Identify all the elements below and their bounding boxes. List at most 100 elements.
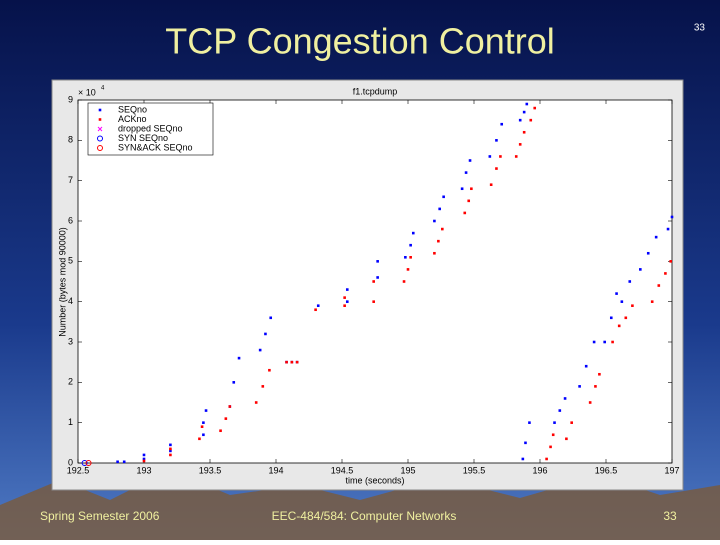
data-point: [584, 364, 588, 368]
data-point: [264, 332, 267, 336]
x-axis-label: time (seconds): [345, 475, 404, 485]
x-tick-label: 196.5: [595, 465, 618, 475]
data-point: [611, 340, 614, 344]
data-point: [563, 397, 567, 400]
plot-area: [77, 99, 673, 464]
data-point: [565, 437, 568, 441]
data-point: [463, 211, 467, 215]
data-point: [570, 421, 573, 424]
data-point: [228, 405, 232, 408]
legend-marker: [98, 118, 102, 121]
data-point: [122, 460, 126, 464]
data-point: [654, 235, 658, 239]
x-tick-label: 196: [532, 465, 547, 475]
data-point: [169, 449, 172, 453]
data-point: [81, 460, 88, 466]
data-point: [433, 251, 436, 255]
data-point: [316, 304, 320, 307]
data-point: [495, 139, 498, 142]
data-point: [558, 409, 562, 412]
page-number: 33: [694, 23, 706, 34]
data-point: [116, 460, 119, 464]
data-point: [514, 155, 518, 158]
data-point: [551, 433, 555, 437]
y-tick-label: 4: [68, 296, 73, 306]
y-tick-label: 9: [68, 94, 73, 104]
data-point: [285, 360, 288, 364]
data-point: [646, 251, 650, 255]
x-tick-label: 195: [400, 465, 415, 475]
legend-box: [87, 102, 214, 156]
data-point: [524, 441, 527, 445]
chart-title: f1.tcpdump: [353, 86, 398, 96]
data-point: [594, 385, 597, 388]
data-point: [261, 385, 265, 388]
data-point: [464, 171, 468, 174]
x-tick-label: 197: [664, 465, 679, 475]
legend-label: SYN&ACK SEQno: [118, 142, 193, 152]
data-point: [522, 110, 526, 114]
data-point: [441, 227, 444, 231]
data-point: [592, 340, 596, 344]
data-point: [345, 300, 349, 303]
y-tick-label: 2: [68, 377, 73, 387]
data-point: [198, 437, 201, 441]
data-point: [500, 122, 504, 126]
data-point: [343, 296, 346, 299]
data-point: [624, 316, 628, 320]
data-point: [142, 459, 146, 463]
y-tick-label: 7: [68, 175, 73, 185]
data-point: [254, 401, 258, 404]
footer-center: EEC-484/584: Computer Networks: [272, 509, 457, 523]
data-point: [495, 167, 498, 170]
data-point: [411, 231, 415, 235]
data-point: [650, 300, 654, 303]
data-point: [628, 280, 632, 283]
data-point: [219, 429, 222, 433]
data-point: [549, 445, 552, 449]
data-point: [639, 268, 642, 271]
data-point: [433, 219, 436, 223]
y-tick-label: 1: [68, 417, 73, 427]
data-point: [202, 421, 205, 424]
data-point: [169, 453, 172, 457]
data-point: [578, 385, 581, 388]
data-point: [467, 199, 471, 203]
data-point: [232, 381, 236, 384]
data-point: [617, 324, 621, 328]
data-point: [598, 372, 601, 376]
data-point: [404, 256, 407, 259]
data-point: [470, 187, 473, 191]
footer-right: 33: [663, 509, 677, 523]
data-point: [669, 260, 672, 263]
legend-label: dropped SEQno: [118, 123, 183, 133]
data-point: [468, 159, 472, 162]
data-point: [295, 360, 299, 364]
data-point: [438, 207, 441, 211]
data-point: [609, 316, 613, 320]
legend-label: SYN SEQno: [118, 133, 168, 143]
legend-label: SEQno: [118, 104, 147, 114]
data-point: [488, 155, 492, 158]
y-scale-exponent: 4: [101, 86, 105, 92]
legend-marker: [97, 126, 103, 132]
data-point: [376, 260, 379, 263]
data-point: [258, 348, 262, 352]
data-point: [533, 106, 537, 110]
data-point: [528, 421, 531, 424]
data-point: [202, 433, 205, 437]
data-point: [142, 457, 146, 461]
data-point: [521, 457, 525, 461]
y-scale-label: × 10: [78, 87, 96, 97]
data-point: [402, 280, 406, 283]
data-point: [620, 300, 624, 303]
legend-marker: [97, 145, 103, 151]
legend-marker: [97, 135, 103, 142]
data-point: [666, 227, 670, 231]
data-point: [169, 443, 172, 447]
data-point: [518, 143, 522, 146]
data-point: [345, 288, 349, 291]
x-tick-label: 194.5: [331, 465, 354, 475]
